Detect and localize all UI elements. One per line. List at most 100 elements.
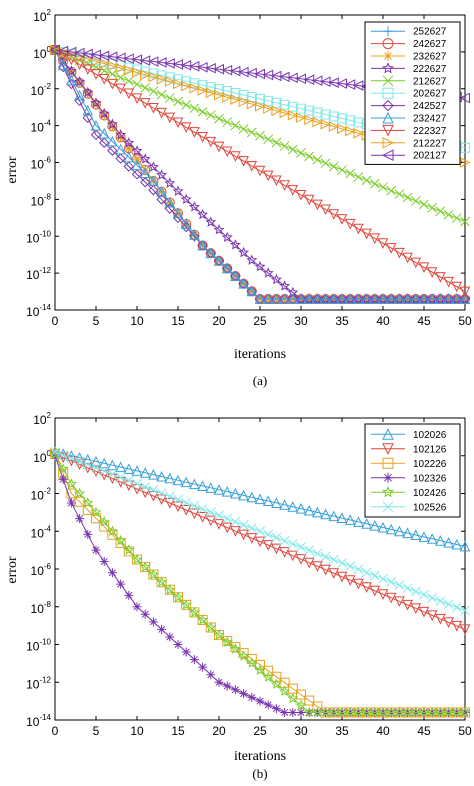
legend-marker: [382, 428, 394, 440]
data-point: [172, 207, 184, 219]
x-tick-label: 5: [93, 314, 100, 328]
data-point: [279, 499, 290, 510]
legend-item: 102326: [371, 472, 447, 484]
data-point: [140, 82, 151, 93]
data-point: [214, 84, 224, 95]
data-point: [263, 103, 274, 114]
data-point: [164, 491, 175, 502]
data-point: [320, 293, 331, 304]
data-point: [271, 175, 282, 187]
data-point: [156, 470, 167, 482]
data-point: [156, 194, 167, 205]
y-tick-label: 10-14: [26, 303, 51, 319]
data-point: [303, 194, 315, 206]
y-tick-label: 10-4: [31, 524, 52, 540]
data-point: [189, 508, 200, 520]
data-point: [279, 107, 291, 119]
data-point: [337, 113, 347, 124]
data-point: [459, 706, 471, 718]
data-point: [75, 78, 85, 88]
data-point: [197, 614, 209, 625]
data-point: [107, 145, 118, 156]
data-point: [320, 109, 331, 120]
x-tick-label: 15: [171, 314, 185, 328]
data-point: [271, 105, 283, 117]
data-point: [460, 216, 470, 227]
series-102426: [49, 448, 471, 718]
data-point: [229, 643, 241, 654]
data-point: [378, 182, 388, 193]
data-point: [451, 602, 462, 613]
data-point: [107, 69, 118, 79]
data-point: [443, 599, 454, 610]
data-point: [296, 707, 306, 717]
data-point: [254, 165, 266, 177]
data-point: [197, 239, 208, 251]
data-point: [345, 561, 356, 571]
data-point: [156, 89, 167, 100]
data-point: [106, 525, 118, 536]
data-point: [262, 671, 274, 682]
data-point: [181, 497, 192, 508]
data-point: [246, 657, 258, 668]
data-point: [115, 153, 126, 164]
data-point: [75, 514, 85, 524]
data-point: [254, 664, 266, 675]
series-212627: [50, 45, 470, 227]
data-point: [304, 114, 315, 126]
data-point: [312, 107, 323, 118]
y-axis-label: error: [5, 556, 20, 584]
data-point: [107, 60, 119, 72]
data-point: [98, 457, 110, 469]
data-point: [197, 80, 208, 91]
legend-marker: [382, 38, 394, 50]
data-point: [82, 64, 94, 75]
data-point: [451, 281, 463, 293]
data-point: [148, 184, 159, 196]
legend-marker: [382, 443, 394, 455]
x-tick-label: 0: [52, 724, 59, 738]
legend-label: 102526: [413, 502, 447, 513]
data-point: [132, 67, 143, 78]
data-point: [197, 208, 209, 220]
data-point: [115, 472, 126, 483]
data-point: [296, 103, 306, 114]
legend-item: 202627: [371, 87, 447, 100]
data-point: [426, 267, 438, 278]
legend-label: 242627: [413, 39, 447, 50]
data-point: [402, 527, 413, 539]
data-point: [66, 54, 77, 66]
data-point: [230, 270, 241, 282]
data-point: [312, 116, 324, 128]
data-point: [98, 74, 110, 85]
data-point: [385, 293, 397, 304]
legend-label: 252627: [413, 27, 447, 38]
data-point: [180, 193, 192, 205]
data-point: [435, 535, 446, 546]
legend-marker: [382, 99, 394, 112]
series-102526: [50, 447, 470, 616]
data-point: [189, 103, 200, 114]
data-point: [279, 535, 290, 546]
data-point: [205, 515, 217, 527]
data-point: [189, 655, 199, 665]
legend-label: 202127: [413, 151, 447, 162]
data-point: [263, 665, 274, 676]
y-tick-label: 10-8: [31, 192, 52, 208]
legend-marker: [381, 149, 394, 162]
data-point: [214, 677, 224, 687]
data-point: [206, 670, 216, 680]
data-point: [238, 278, 249, 289]
x-tick-label: 35: [335, 314, 349, 328]
data-point: [221, 522, 233, 534]
data-point: [180, 476, 192, 488]
data-point: [369, 570, 380, 581]
data-point: [295, 554, 307, 565]
data-point: [222, 681, 232, 691]
legend-marker: [383, 26, 393, 37]
data-point: [418, 293, 430, 304]
legend-label: 232427: [413, 114, 447, 125]
data-point: [247, 692, 257, 702]
data-point: [426, 610, 438, 621]
data-point: [254, 493, 266, 505]
